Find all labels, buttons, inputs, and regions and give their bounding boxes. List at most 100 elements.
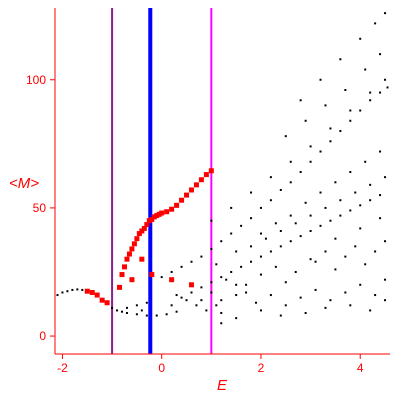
- point-s1-122: [384, 278, 387, 281]
- point-s1-129: [349, 171, 352, 174]
- point-s1-16: [135, 304, 138, 307]
- point-s1-89: [294, 222, 297, 225]
- point-s1-41: [329, 140, 332, 143]
- point-s1-145: [220, 322, 223, 325]
- point-s0-10: [129, 246, 135, 252]
- point-s1-91: [324, 206, 327, 209]
- x-tick-label-0: -2: [57, 361, 68, 375]
- point-s1-40: [319, 150, 322, 153]
- y-tick-label-1: 50: [33, 201, 47, 215]
- point-s1-114: [269, 294, 272, 297]
- point-s1-54: [329, 127, 332, 130]
- point-s1-18: [175, 294, 178, 297]
- point-s1-7: [116, 309, 119, 312]
- point-s0-36: [169, 277, 175, 283]
- point-s1-1: [61, 291, 64, 294]
- axes: -2 0 2 4 0 50 100: [26, 8, 390, 375]
- point-s0-12: [134, 236, 140, 242]
- point-s1-111: [220, 299, 223, 302]
- point-s1-6: [111, 306, 114, 309]
- point-s0-0: [84, 288, 90, 294]
- point-s1-126: [304, 201, 307, 204]
- point-s1-100: [274, 265, 277, 268]
- point-s1-118: [329, 299, 332, 302]
- point-s1-155: [369, 309, 372, 312]
- point-s1-65: [190, 291, 193, 294]
- point-s1-125: [289, 214, 292, 217]
- point-s0-7: [121, 264, 127, 270]
- point-s1-3: [71, 288, 74, 291]
- point-s1-69: [230, 270, 233, 273]
- point-s0-9: [126, 251, 132, 257]
- point-s1-103: [314, 260, 317, 263]
- point-s0-3: [99, 297, 105, 303]
- point-s1-147: [334, 237, 337, 240]
- point-s1-106: [344, 255, 347, 258]
- point-s1-12: [155, 314, 158, 317]
- point-s1-131: [379, 150, 382, 153]
- point-s1-17: [145, 301, 148, 304]
- point-s1-105: [334, 268, 337, 271]
- point-s1-2: [66, 290, 69, 293]
- point-s1-64: [180, 296, 183, 299]
- point-s1-74: [279, 245, 282, 248]
- point-s1-29: [210, 247, 213, 250]
- point-s0-11: [131, 241, 137, 247]
- point-s1-121: [374, 294, 377, 297]
- x-tick-label-1: 0: [158, 361, 165, 375]
- point-s1-23: [235, 317, 238, 320]
- point-s1-156: [384, 299, 387, 302]
- point-s0-25: [174, 202, 180, 208]
- point-s1-124: [274, 222, 277, 225]
- point-s1-150: [259, 309, 262, 312]
- vertical-reference-lines: [111, 8, 213, 354]
- point-s1-84: [379, 194, 382, 197]
- point-s1-107: [354, 245, 357, 248]
- point-s1-108: [364, 263, 367, 266]
- point-s1-85: [235, 250, 238, 253]
- point-s1-8: [121, 310, 123, 313]
- point-s1-27: [190, 260, 193, 263]
- point-s1-144: [140, 309, 143, 312]
- point-s1-104: [324, 250, 327, 253]
- point-s1-70: [240, 265, 243, 268]
- point-s0-8: [124, 256, 130, 262]
- point-s1-68: [220, 276, 223, 279]
- point-s0-26: [179, 197, 185, 203]
- point-s0-2: [94, 292, 100, 298]
- point-s0-27: [184, 192, 190, 198]
- point-s1-134: [324, 104, 327, 107]
- point-s1-11: [145, 314, 148, 317]
- point-s1-5: [81, 288, 84, 291]
- y-tick-label-0: 0: [39, 329, 46, 343]
- point-s1-83: [369, 199, 372, 202]
- point-s1-42: [339, 130, 342, 133]
- point-s1-109: [374, 250, 377, 253]
- point-s1-87: [264, 237, 267, 240]
- point-s1-146: [309, 258, 312, 261]
- point-s1-149: [379, 217, 382, 220]
- point-s0-29: [193, 182, 199, 188]
- point-s1-63: [384, 12, 387, 15]
- point-s1-101: [284, 281, 287, 284]
- point-s1-120: [359, 283, 362, 286]
- point-s1-98: [245, 283, 248, 286]
- point-s1-81: [349, 209, 352, 212]
- y-axis-title: <M>: [9, 175, 39, 192]
- point-s1-10: [135, 313, 138, 316]
- point-s1-39: [309, 160, 312, 163]
- point-s1-112: [235, 294, 238, 297]
- point-s0-28: [188, 187, 194, 193]
- point-s1-55: [349, 109, 352, 112]
- point-s1-58: [299, 99, 302, 102]
- point-s1-48: [210, 219, 213, 222]
- point-s1-46: [379, 91, 382, 94]
- point-s1-141: [215, 304, 218, 307]
- point-s1-116: [299, 296, 302, 299]
- point-s1-113: [255, 301, 257, 304]
- point-s1-78: [319, 224, 322, 227]
- point-s0-31: [203, 172, 209, 178]
- point-s1-24: [160, 276, 163, 279]
- point-s1-33: [250, 217, 253, 220]
- point-s1-82: [359, 204, 362, 207]
